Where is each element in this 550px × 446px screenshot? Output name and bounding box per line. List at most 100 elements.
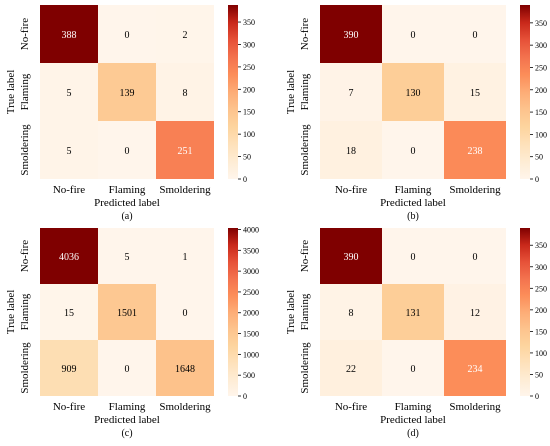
cell-value-label: 15 [470,88,480,99]
colorbar [520,5,530,179]
x-tick-label: Smoldering [449,184,501,196]
cell-value-label: 2 [183,30,188,41]
panel-caption: (d) [407,428,419,439]
cell-value-label: 0 [125,146,130,157]
cell-value-label: 0 [411,252,416,263]
cell-value-label: 130 [406,88,421,99]
colorbar-tick-label: 1500 [243,330,259,339]
panel-caption: (c) [121,428,132,439]
colorbar-tick-label: 3500 [243,246,259,255]
cell-value-label: 0 [411,30,416,41]
cell-value-label: 0 [125,364,130,375]
cell-value-label: 8 [349,308,354,319]
x-axis-title: Predicted label [94,414,160,426]
colorbar-tick-label: 200 [535,306,547,315]
cell-value-label: 5 [125,252,130,263]
colorbar-tick-label: 2000 [243,309,259,318]
confusion-matrix-panel: 390 0 0 8 131 12 22 0 234 No-fire Flaming Smolderin… [285,228,547,439]
colorbar-tick-label: 200 [243,85,255,94]
x-tick-label: No-fire [53,401,85,413]
colorbar-tick-label: 0 [243,392,247,401]
colorbar-tick-label: 100 [243,130,255,139]
colorbar-tick-label: 4000 [243,225,259,234]
x-axis-title: Predicted label [380,197,446,209]
colorbar-tick-label: 150 [535,108,547,117]
colorbar-tick-label: 50 [535,370,543,379]
colorbar-tick-label: 500 [243,371,255,380]
cell-value-label: 22 [346,364,356,375]
colorbar-tick-label: 2500 [243,288,259,297]
y-tick-label: No-fire [299,18,311,50]
y-tick-label: Smoldering [19,342,31,394]
cell-value-label: 1501 [117,308,137,319]
cell-value-label: 15 [64,308,74,319]
x-tick-label: No-fire [335,184,367,196]
colorbar-tick-label: 0 [535,175,539,184]
colorbar-tick-label: 250 [535,284,547,293]
x-tick-label: No-fire [53,184,85,196]
cell-value-label: 8 [183,88,188,99]
colorbar-tick-label: 100 [535,130,547,139]
colorbar-tick-label: 300 [535,263,547,272]
cell-value-label: 7 [349,88,354,99]
y-tick-label: No-fire [299,240,311,272]
colorbar [520,228,530,396]
cell-value-label: 238 [468,146,483,157]
cell-value-label: 1648 [175,364,195,375]
colorbar-tick-label: 150 [243,108,255,117]
cell-value-label: 0 [125,30,130,41]
panel-caption: (b) [407,211,419,222]
x-tick-label: Smoldering [159,401,211,413]
x-tick-label: Flaming [395,184,432,196]
cell-value-label: 12 [470,308,480,319]
colorbar-tick-label: 50 [243,153,251,162]
cell-value-label: 139 [120,88,135,99]
colorbar [228,228,238,396]
y-tick-label: Smoldering [299,124,311,176]
x-axis-title: Predicted label [380,414,446,426]
colorbar-tick-label: 350 [535,19,547,28]
panel-caption: (a) [121,211,132,222]
cell-value-label: 234 [468,364,483,375]
colorbar-tick-label: 250 [243,63,255,72]
y-axis-title: True label [285,70,297,115]
y-tick-label: Flaming [299,293,311,330]
colorbar-tick-label: 350 [243,18,255,27]
colorbar-tick-label: 300 [535,41,547,50]
y-tick-label: Smoldering [299,342,311,394]
cell-value-label: 388 [62,30,77,41]
cell-value-label: 5 [67,146,72,157]
confusion-matrix-panel: 390 0 0 7 130 15 18 0 238 No-fire Flaming Smolderin… [285,5,547,222]
colorbar-tick-label: 3000 [243,267,259,276]
cell-value-label: 131 [406,308,421,319]
cell-value-label: 1 [183,252,188,263]
colorbar-tick-label: 350 [535,241,547,250]
colorbar-tick-label: 200 [535,86,547,95]
y-tick-label: Flaming [19,73,31,110]
cell-value-label: 390 [344,30,359,41]
colorbar-tick-label: 1000 [243,350,259,359]
colorbar-tick-label: 250 [535,63,547,72]
y-axis-title: True label [5,290,17,335]
x-axis-title: Predicted label [94,197,160,209]
colorbar-tick-label: 150 [535,327,547,336]
cell-value-label: 5 [67,88,72,99]
cell-value-label: 0 [473,252,478,263]
colorbar-tick-label: 50 [535,153,543,162]
y-axis-title: True label [285,290,297,335]
cell-value-label: 0 [411,146,416,157]
x-tick-label: Flaming [395,401,432,413]
y-tick-label: No-fire [19,18,31,50]
cell-value-label: 0 [473,30,478,41]
cell-value-label: 251 [178,146,193,157]
cell-value-label: 909 [62,364,77,375]
cell-value-label: 0 [183,308,188,319]
y-tick-label: Smoldering [19,124,31,176]
x-tick-label: Flaming [109,401,146,413]
confusion-matrix-panel: 4036 5 115 1501 0909 0 1648No-fire Flaming Smold… [5,225,259,439]
colorbar [228,5,238,179]
x-tick-label: Smoldering [449,401,501,413]
y-tick-label: Flaming [299,73,311,110]
